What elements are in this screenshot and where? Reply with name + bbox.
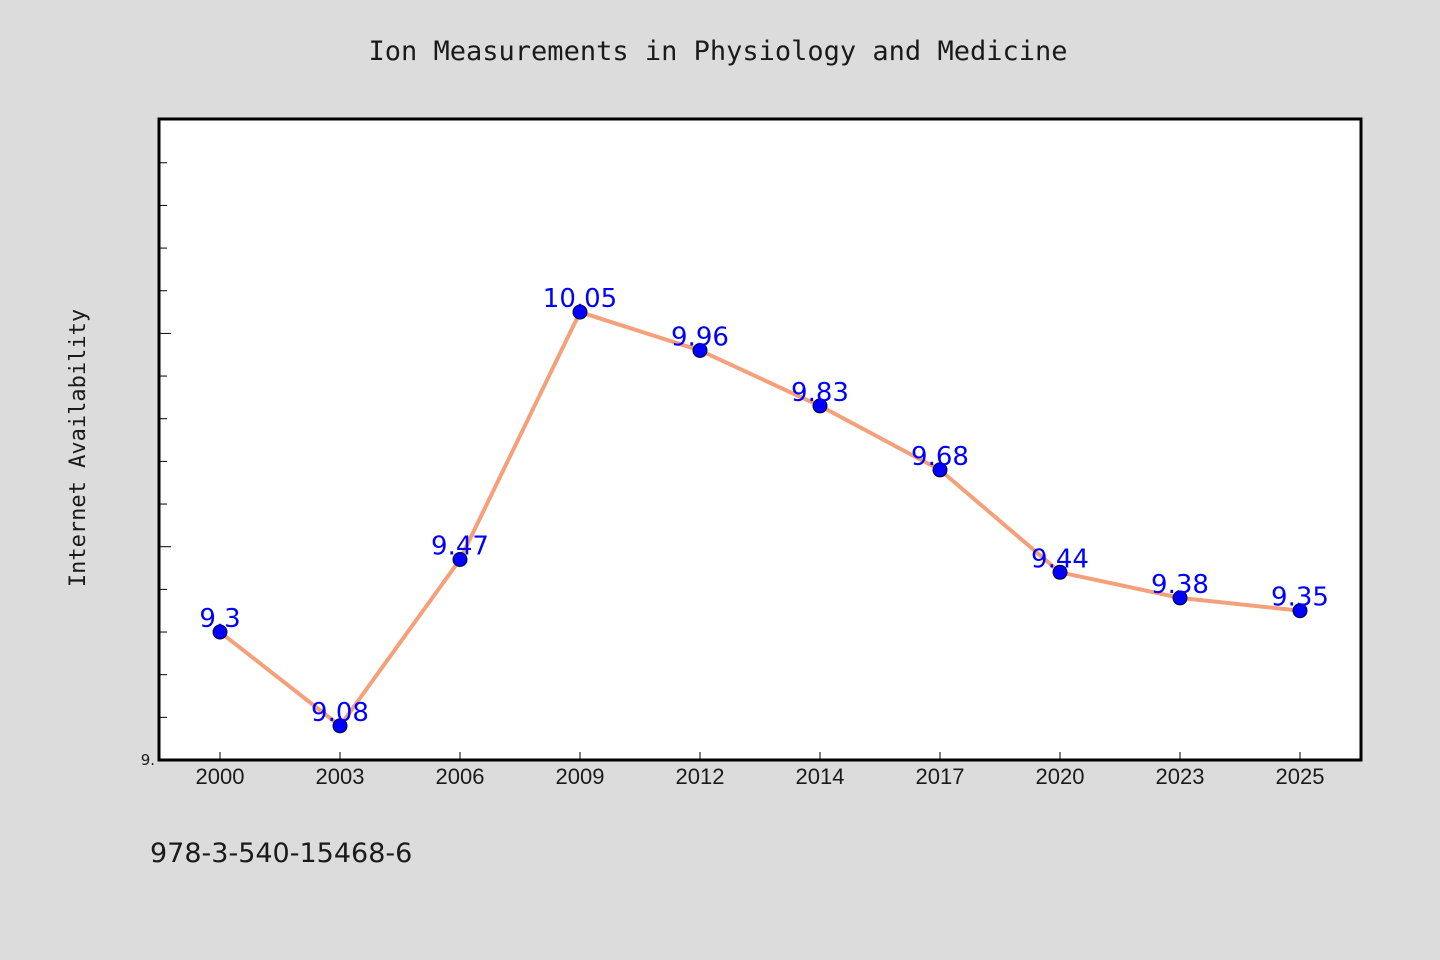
- data-label: 9.68: [911, 442, 969, 472]
- data-point: [212, 624, 228, 640]
- data-labels: 9.3 9.08 9.47 10.05 9.96 9.83 9.68 9.44 9.38 9.35: [199, 284, 1329, 728]
- series-line: [218, 310, 1302, 728]
- data-label: 9.83: [791, 378, 849, 408]
- x-tick-label: 2009: [556, 764, 605, 789]
- data-point: [452, 551, 468, 567]
- data-point: [812, 398, 828, 414]
- chart-title: Ion Measurements in Physiology and Medic…: [369, 36, 1068, 67]
- x-tick-label: 2012: [676, 764, 725, 789]
- data-label: 9.35: [1271, 583, 1329, 613]
- data-label: 10.05: [543, 284, 617, 314]
- x-tick-label: 2014: [796, 764, 845, 789]
- data-point: [1052, 564, 1068, 580]
- footer-code: 978-3-540-15468-6: [150, 838, 412, 869]
- data-label: 9.44: [1031, 544, 1089, 574]
- data-point: [572, 304, 588, 320]
- y-tick-label: 9.: [141, 751, 155, 769]
- x-tick-label: 2003: [316, 764, 365, 789]
- data-point: [332, 718, 348, 734]
- x-tick-label: 2006: [436, 764, 485, 789]
- x-axis-ticks: 2000 2003 2006 2009 2012 2014 2017 2020 2023 2025: [196, 752, 1325, 789]
- y-axis-ticks: 9.: [141, 162, 171, 769]
- x-tick-label: 2025: [1276, 764, 1325, 789]
- plot-area: [157, 117, 1363, 762]
- x-tick-label: 2017: [916, 764, 965, 789]
- series-line-group: [218, 310, 1302, 728]
- y-axis-label: Internet Availability: [66, 309, 91, 587]
- data-label: 9.96: [671, 322, 729, 352]
- x-tick-label: 2000: [196, 764, 245, 789]
- data-label: 9.47: [431, 531, 489, 561]
- data-markers: [212, 304, 1308, 734]
- data-point: [692, 342, 708, 358]
- data-label: 9.3: [199, 604, 240, 634]
- data-point: [1172, 590, 1188, 606]
- x-tick-label: 2020: [1036, 764, 1085, 789]
- x-tick-label: 2023: [1156, 764, 1205, 789]
- data-label: 9.08: [311, 698, 369, 728]
- data-label: 9.38: [1151, 570, 1209, 600]
- data-point: [1292, 603, 1308, 619]
- data-point: [932, 462, 948, 478]
